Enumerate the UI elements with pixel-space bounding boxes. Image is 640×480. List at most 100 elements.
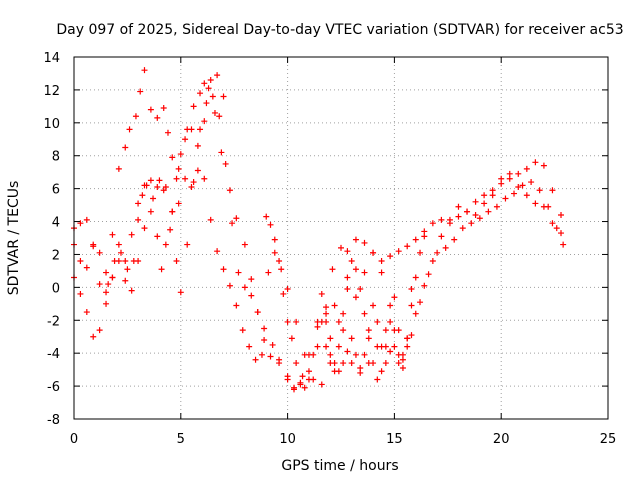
data-point bbox=[408, 332, 415, 339]
data-point bbox=[164, 129, 171, 136]
data-point bbox=[361, 310, 368, 317]
data-point bbox=[128, 287, 135, 294]
data-point bbox=[429, 258, 436, 265]
data-point bbox=[293, 318, 300, 325]
data-point bbox=[446, 216, 453, 223]
data-point bbox=[344, 274, 351, 281]
data-point bbox=[122, 277, 129, 284]
series-track-3 bbox=[71, 126, 565, 388]
x-tick-label: 0 bbox=[70, 432, 78, 447]
data-point bbox=[476, 215, 483, 222]
data-point bbox=[239, 327, 246, 334]
data-point bbox=[190, 103, 197, 110]
data-point bbox=[167, 226, 174, 233]
data-point bbox=[365, 335, 372, 342]
series-track-4 bbox=[263, 213, 428, 391]
data-point bbox=[472, 211, 479, 218]
data-point bbox=[284, 286, 291, 293]
data-point bbox=[177, 289, 184, 296]
data-point bbox=[261, 325, 268, 332]
data-point bbox=[301, 384, 308, 391]
data-point bbox=[340, 310, 347, 317]
data-point bbox=[175, 165, 182, 172]
data-point bbox=[103, 300, 110, 307]
data-point bbox=[77, 258, 84, 265]
data-point bbox=[540, 203, 547, 210]
data-point bbox=[404, 343, 411, 350]
data-point bbox=[523, 192, 530, 199]
data-point bbox=[357, 364, 364, 371]
series-track-2 bbox=[71, 93, 567, 393]
y-tick-label: 4 bbox=[52, 216, 60, 231]
data-point bbox=[382, 327, 389, 334]
data-point bbox=[182, 175, 189, 182]
data-point bbox=[105, 281, 112, 288]
data-point bbox=[511, 190, 518, 197]
y-tick-label: 10 bbox=[43, 117, 60, 132]
data-point bbox=[276, 356, 283, 363]
data-point bbox=[141, 67, 148, 74]
data-point bbox=[226, 282, 233, 289]
data-point bbox=[158, 266, 165, 273]
data-point bbox=[395, 360, 402, 367]
data-point bbox=[374, 318, 381, 325]
data-point bbox=[83, 309, 90, 316]
data-point bbox=[269, 341, 276, 348]
data-point bbox=[391, 343, 398, 350]
data-point bbox=[248, 292, 255, 299]
y-tick-label: 12 bbox=[43, 84, 60, 99]
data-point bbox=[160, 187, 167, 194]
data-point bbox=[323, 304, 330, 311]
data-point bbox=[182, 136, 189, 143]
data-point bbox=[370, 360, 377, 367]
data-point bbox=[455, 203, 462, 210]
data-point bbox=[220, 266, 227, 273]
y-tick-label: 6 bbox=[52, 183, 60, 198]
data-point bbox=[109, 231, 116, 238]
chart-title: Day 097 of 2025, Sidereal Day-to-day VTE… bbox=[56, 22, 623, 38]
data-point bbox=[83, 264, 90, 271]
data-point bbox=[305, 368, 312, 375]
data-point bbox=[352, 236, 359, 243]
data-point bbox=[344, 248, 351, 255]
data-point bbox=[425, 271, 432, 278]
data-point bbox=[201, 175, 208, 182]
data-point bbox=[528, 179, 535, 186]
data-point bbox=[265, 269, 272, 276]
data-point bbox=[331, 368, 338, 375]
data-point bbox=[271, 236, 278, 243]
data-point bbox=[137, 88, 144, 95]
data-point bbox=[485, 208, 492, 215]
data-point bbox=[207, 216, 214, 223]
data-point bbox=[103, 289, 110, 296]
data-point bbox=[472, 198, 479, 205]
data-point bbox=[327, 335, 334, 342]
data-point bbox=[291, 386, 298, 393]
data-point bbox=[506, 170, 513, 177]
data-point bbox=[515, 183, 522, 190]
data-point bbox=[154, 114, 161, 121]
data-point bbox=[214, 248, 221, 255]
data-point bbox=[188, 183, 195, 190]
data-point bbox=[241, 241, 248, 248]
data-point bbox=[310, 351, 317, 358]
data-point bbox=[173, 175, 180, 182]
data-point bbox=[175, 200, 182, 207]
data-point bbox=[549, 187, 556, 194]
data-point bbox=[338, 244, 344, 251]
data-point bbox=[412, 274, 419, 281]
y-tick-label: -4 bbox=[47, 347, 60, 362]
data-point bbox=[160, 105, 167, 112]
data-point bbox=[370, 249, 377, 256]
data-point bbox=[194, 167, 201, 174]
data-point bbox=[481, 200, 488, 207]
data-point bbox=[459, 225, 466, 232]
data-point bbox=[344, 348, 351, 355]
data-point bbox=[348, 258, 355, 265]
data-point bbox=[141, 225, 148, 232]
data-point bbox=[417, 249, 424, 256]
data-point bbox=[267, 221, 274, 228]
data-point bbox=[357, 286, 364, 293]
data-point bbox=[417, 299, 424, 306]
